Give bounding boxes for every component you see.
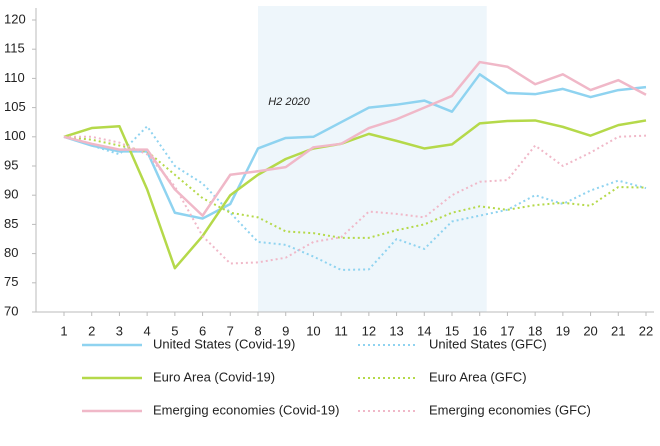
y-tick-label: 95 — [4, 157, 18, 172]
y-tick-label: 115 — [4, 41, 25, 56]
x-tick-label: 4 — [144, 323, 151, 338]
x-tick-label: 21 — [611, 323, 625, 338]
y-tick-label: 70 — [4, 303, 18, 318]
y-tick-label: 85 — [4, 216, 18, 231]
x-tick-label: 5 — [171, 323, 178, 338]
legend-label: Emerging economies (Covid-19) — [153, 402, 339, 417]
y-tick-label: 120 — [4, 11, 26, 26]
legend-label: Euro Area (GFC) — [429, 369, 527, 384]
x-tick-label: 13 — [389, 323, 403, 338]
y-tick-label: 110 — [4, 70, 25, 85]
x-tick-label: 6 — [199, 323, 206, 338]
x-tick-label: 10 — [306, 323, 320, 338]
x-tick-label: 17 — [500, 323, 514, 338]
x-tick-label: 3 — [116, 323, 123, 338]
x-tick-label: 22 — [639, 323, 653, 338]
x-tick-label: 2 — [88, 323, 95, 338]
legend-label: United States (GFC) — [429, 336, 547, 351]
x-tick-label: 11 — [334, 323, 348, 338]
x-tick-label: 15 — [445, 323, 459, 338]
y-tick-label: 75 — [4, 274, 18, 289]
annotation: H2 2020 — [268, 96, 310, 108]
legend-label: Euro Area (Covid-19) — [153, 369, 275, 384]
x-tick-label: 9 — [282, 323, 289, 338]
x-tick-label: 12 — [362, 323, 376, 338]
line — [63, 135, 647, 239]
x-tick-label: 1 — [60, 323, 67, 338]
line — [63, 73, 647, 220]
legend-label: United States (Covid-19) — [153, 336, 295, 351]
y-tick-label: 80 — [4, 245, 18, 260]
y-tick-label: 105 — [4, 99, 26, 114]
line — [63, 119, 647, 270]
x-tick-label: 20 — [583, 323, 597, 338]
x-tick-label: 14 — [417, 323, 431, 338]
x-tick-label: 8 — [254, 323, 261, 338]
x-tick-label: 19 — [556, 323, 570, 338]
legend-label: Emerging economies (GFC) — [429, 402, 591, 417]
x-tick-label: 16 — [472, 323, 486, 338]
y-tick-label: 90 — [4, 187, 18, 202]
y-tick-label: 100 — [4, 128, 26, 143]
x-tick-label: 7 — [227, 323, 234, 338]
x-tick-label: 18 — [528, 323, 542, 338]
line — [63, 125, 647, 271]
